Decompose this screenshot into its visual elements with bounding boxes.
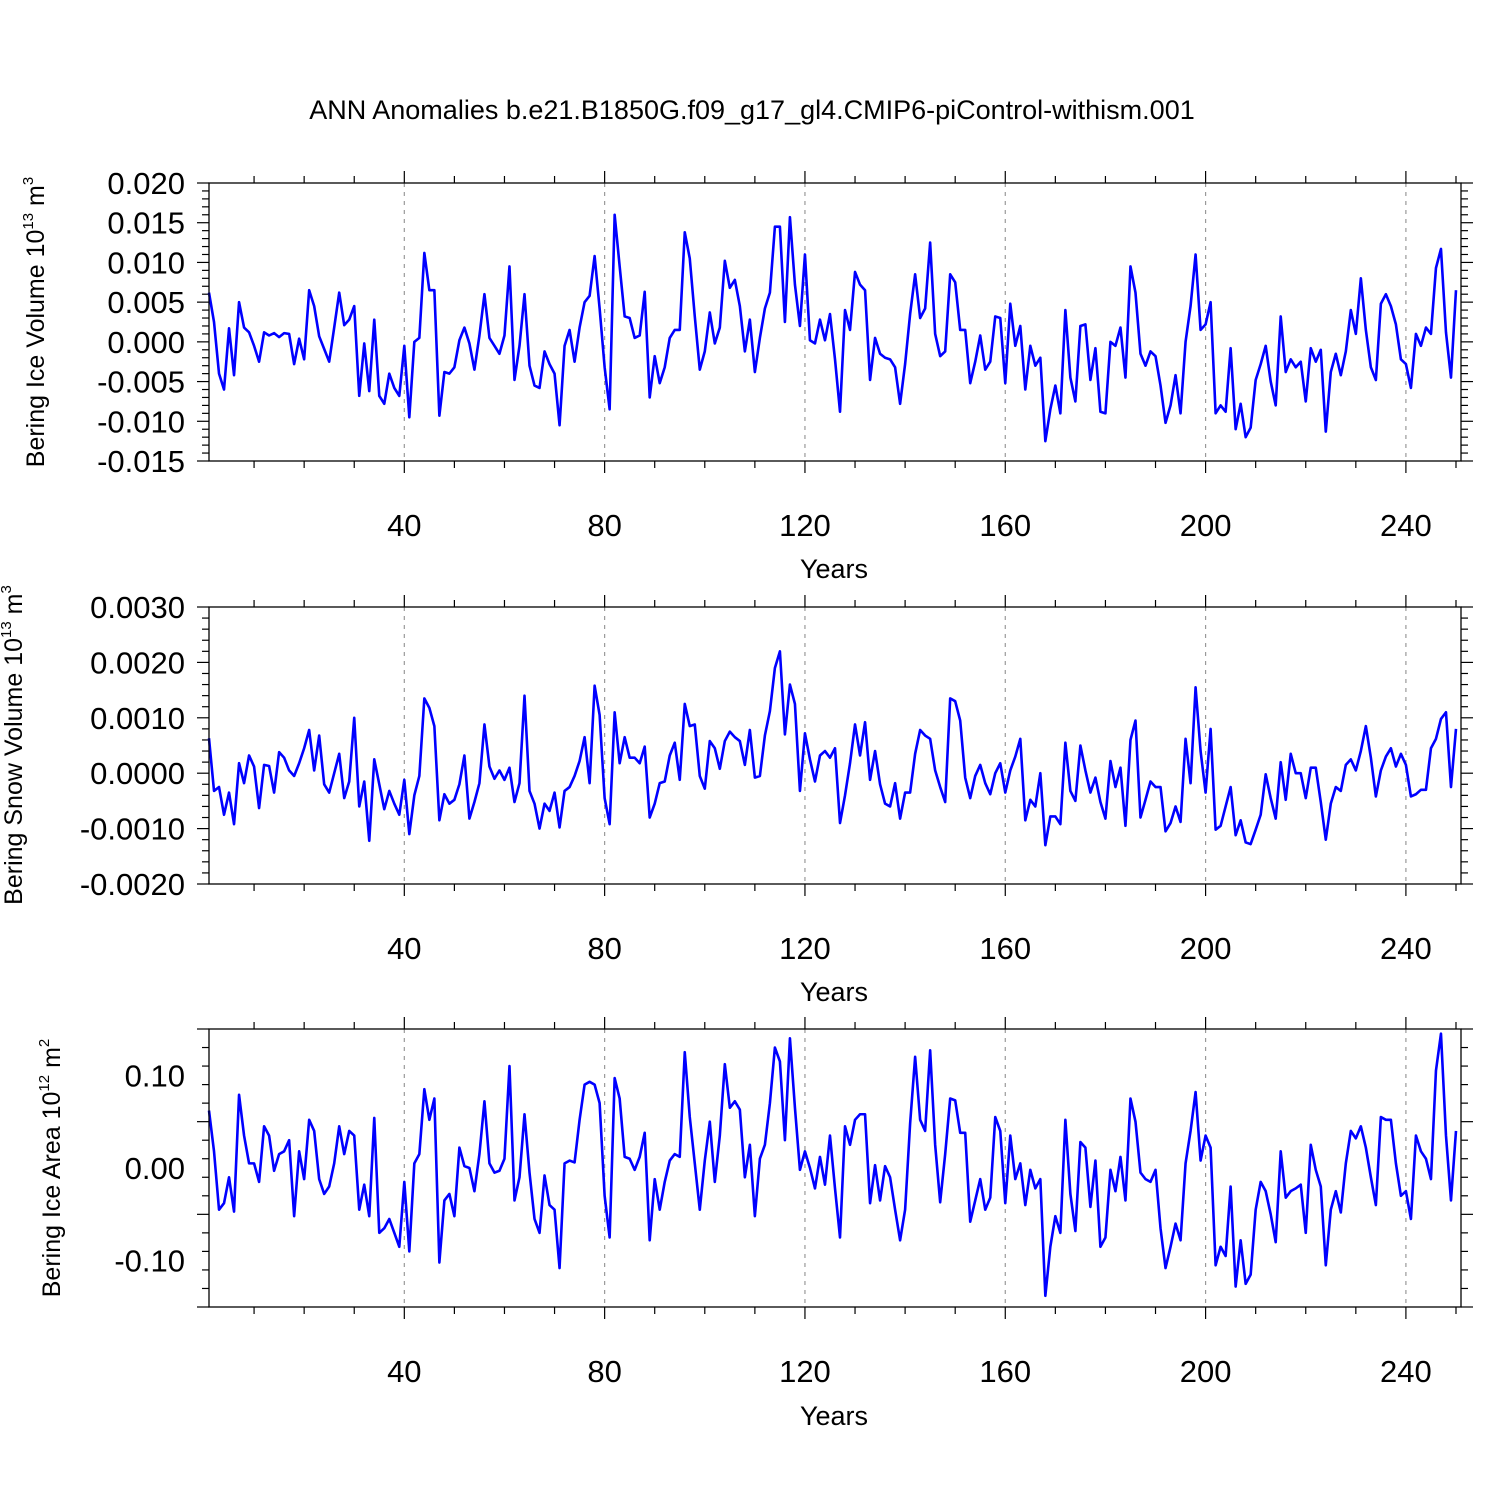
ylabel-unit-exp: 3 [0, 585, 15, 593]
y-tick-label: -0.010 [97, 404, 185, 439]
ylabel-unit: m [0, 594, 28, 622]
ylabel-text: Bering Ice Volume 10 [22, 230, 50, 468]
xlabel-snow-volume: Years [800, 977, 868, 1007]
series-line [207, 650, 1458, 847]
y-tick-label: 0.005 [107, 285, 185, 320]
y-tick-label: -0.0010 [80, 812, 185, 847]
x-tick-label: 120 [779, 931, 831, 966]
y-tick-label: 0.10 [125, 1058, 185, 1093]
x-tick-label: 160 [979, 1354, 1031, 1389]
x-tick-label: 200 [1180, 508, 1232, 543]
series-line [207, 1032, 1458, 1298]
y-tick-label: 0.0000 [90, 756, 185, 791]
ylabel-text: Bering Snow Volume 10 [0, 638, 28, 905]
x-tick-label: 40 [387, 508, 421, 543]
plot-frame [208, 1028, 1462, 1308]
panel-ice-area: Bering Ice Area 1012 m2 Years -0.10 0.00 0… [36, 1017, 1473, 1431]
x-tick-label: 80 [587, 1354, 621, 1389]
y-tick-label: 0.010 [107, 245, 185, 280]
y-tick-label: 0.0030 [90, 590, 185, 625]
x-tick-label: 40 [387, 1354, 421, 1389]
x-tick-label: 80 [587, 931, 621, 966]
xlabel-ice-area: Years [800, 1401, 868, 1431]
ylabel-exp: 13 [20, 213, 37, 230]
x-tick-label: 80 [587, 508, 621, 543]
ylabel-text: Bering Ice Area 10 [38, 1092, 66, 1298]
ylabel-ice-area: Bering Ice Area 1012 m2 [36, 1039, 66, 1298]
y-tick-label: 0.000 [107, 325, 185, 360]
x-tick-label: 200 [1180, 1354, 1232, 1389]
y-tick-label: -0.10 [114, 1244, 185, 1279]
y-tick-label: 0.00 [125, 1151, 185, 1186]
plot-frame [208, 606, 1462, 885]
panel-ice-volume: Bering Ice Volume 1013 m3 Years -0.015 -0… [20, 166, 1473, 584]
x-tick-label: 120 [779, 1354, 831, 1389]
x-tick-label: 240 [1380, 1354, 1432, 1389]
ylabel-unit: m [38, 1047, 66, 1075]
y-tick-label: -0.015 [97, 444, 185, 479]
ylabel-unit-exp: 2 [36, 1039, 53, 1047]
ylabel-exp: 12 [36, 1075, 53, 1092]
svg-text:Bering Ice Area 1012 m2: Bering Ice Area 1012 m2 [36, 1039, 66, 1298]
xlabel-ice-volume: Years [800, 554, 868, 584]
ylabel-unit-exp: 3 [20, 177, 37, 185]
y-tick-label: -0.0020 [80, 867, 185, 902]
x-tick-label: 40 [387, 931, 421, 966]
x-tick-label: 240 [1380, 931, 1432, 966]
series-line [207, 213, 1458, 443]
x-tick-label: 160 [979, 931, 1031, 966]
x-tick-label: 200 [1180, 931, 1232, 966]
x-tick-label: 120 [779, 508, 831, 543]
plot-frame [208, 182, 1462, 462]
svg-text:Bering Snow Volume 1013 m3: Bering Snow Volume 1013 m3 [0, 585, 28, 905]
x-tick-label: 240 [1380, 508, 1432, 543]
y-tick-label: 0.0010 [90, 701, 185, 736]
y-tick-label: -0.005 [97, 365, 185, 400]
y-tick-label: 0.015 [107, 206, 185, 241]
y-tick-label: 0.0020 [90, 645, 185, 680]
ylabel-snow-volume: Bering Snow Volume 1013 m3 [0, 585, 28, 905]
ylabel-ice-volume: Bering Ice Volume 1013 m3 [20, 177, 50, 467]
ylabel-exp: 13 [0, 621, 15, 638]
svg-text:Bering Ice Volume 1013 m3: Bering Ice Volume 1013 m3 [20, 177, 50, 467]
panel-snow-volume: Bering Snow Volume 1013 m3 Years -0.0020… [0, 585, 1473, 1007]
figure-title: ANN Anomalies b.e21.B1850G.f09_g17_gl4.C… [309, 95, 1194, 125]
x-tick-label: 160 [979, 508, 1031, 543]
y-tick-label: 0.020 [107, 166, 185, 201]
ylabel-unit: m [22, 185, 50, 213]
